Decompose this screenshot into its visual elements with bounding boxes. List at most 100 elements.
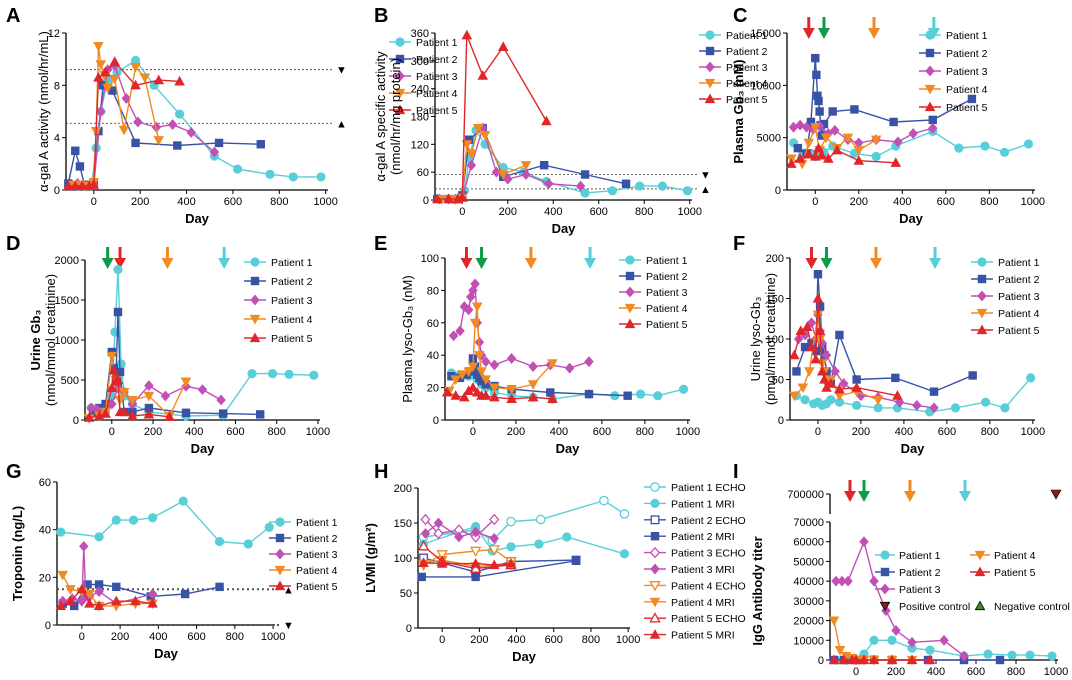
data-point: [806, 117, 816, 127]
legend-label: Patient 3: [726, 62, 768, 74]
legend-label: Patient 4 MRI: [671, 597, 735, 609]
x-tick-label: 400: [149, 631, 167, 643]
y-tick-label: 20: [427, 383, 439, 395]
data-point: [470, 278, 480, 290]
y-axis-title: α-gal A specific activity: [373, 51, 388, 182]
y-axis-title: Plasma Gb₃ (nM): [731, 59, 746, 163]
data-point: [112, 374, 124, 385]
data-point: [820, 133, 832, 144]
y-tick-label: 60: [39, 477, 51, 489]
y-tick-label: 0: [433, 415, 439, 427]
data-point: [823, 153, 834, 163]
data-point: [167, 119, 178, 130]
data-point: [417, 572, 426, 582]
legend-item: Patient 4: [970, 550, 1036, 562]
series-5: [83, 364, 175, 422]
data-point: [466, 149, 477, 160]
data-point: [436, 558, 448, 568]
data-point: [84, 589, 95, 600]
data-point: [541, 115, 552, 126]
dose-arrow: [802, 17, 815, 39]
legend-marker: [395, 70, 405, 82]
legend-marker: [925, 48, 935, 58]
legend-marker: [649, 629, 661, 639]
legend-item: Patient 1 MRI: [644, 498, 735, 510]
legend-label: Patient 5: [296, 581, 338, 593]
data-point: [469, 546, 482, 558]
legend-marker: [704, 93, 716, 104]
data-point: [858, 654, 870, 665]
x-tick-label: 800: [636, 426, 654, 438]
data-point: [653, 391, 663, 401]
legend-marker: [250, 257, 260, 267]
data-point: [173, 141, 182, 150]
x-tick-label: 600: [937, 196, 955, 208]
data-point: [93, 71, 104, 82]
data-point: [477, 70, 489, 80]
data-point: [834, 646, 846, 656]
legend-marker: [925, 65, 935, 77]
legend-item: Patient 1: [971, 257, 1040, 269]
legend-marker: [880, 567, 890, 577]
data-point: [472, 123, 484, 134]
x-tick-label: 1000: [1044, 666, 1068, 678]
legend-marker: [394, 88, 406, 99]
data-point: [843, 575, 853, 587]
x-tick-label: 800: [270, 196, 288, 208]
data-point: [109, 56, 120, 66]
data-point: [806, 317, 817, 329]
dose-arrow: [161, 247, 174, 269]
x-axis-title: Day: [191, 441, 216, 456]
legend-label: Patient 3: [416, 71, 458, 83]
legend-marker: [275, 548, 285, 560]
data-point: [476, 367, 487, 377]
legend-label: Patient 5: [271, 333, 313, 345]
data-point: [467, 382, 479, 392]
data-point: [503, 173, 513, 185]
data-point: [816, 149, 828, 160]
legend-marker: [249, 332, 261, 343]
legend-label: Patient 3: [646, 287, 688, 299]
x-tick-label: 0: [815, 426, 821, 438]
data-point: [94, 532, 104, 542]
data-point: [983, 649, 993, 659]
data-point: [139, 73, 151, 84]
legend-label: Patient 3 MRI: [671, 564, 735, 576]
data-point: [543, 178, 554, 190]
data-point: [850, 654, 862, 665]
legend-label: Patient 4: [271, 314, 313, 326]
data-point: [433, 527, 444, 540]
legend-item: Patient 1: [389, 37, 458, 49]
data-point: [539, 161, 549, 170]
data-point: [214, 536, 225, 547]
legend-label: Patient 1: [899, 550, 941, 562]
data-point: [264, 522, 274, 532]
y-axis-title: Urine lyso-Gb₃: [748, 297, 763, 382]
data-point: [118, 406, 130, 417]
data-point: [69, 180, 81, 191]
y-tick-label: 0: [775, 185, 781, 197]
data-point: [528, 361, 538, 372]
legend-marker: [880, 583, 890, 595]
legend-item: Patient 5: [619, 318, 688, 331]
data-point: [470, 526, 481, 538]
legend-item: Patient 2 MRI: [644, 531, 735, 543]
legend-label: Patient 5: [994, 567, 1036, 579]
legend: Patient 1 Patient 2 Patient 3 Patient 4 Pati…: [919, 30, 988, 114]
y-tick-label: 200: [394, 483, 412, 495]
data-point: [621, 179, 631, 188]
dose-arrow: [524, 247, 537, 269]
series-10: [418, 557, 517, 570]
legend-label: Patient 5: [646, 319, 688, 331]
data-point: [127, 395, 138, 406]
y-tick-label: 200: [766, 253, 784, 265]
legend-marker: [250, 276, 260, 286]
data-point: [316, 172, 326, 182]
series-9: [417, 540, 517, 573]
series-line: [60, 500, 270, 545]
data-point: [180, 377, 192, 388]
legend-label: Patient 1: [271, 257, 313, 269]
legend-label: Patient 5 MRI: [671, 630, 735, 642]
data-point: [562, 532, 572, 542]
